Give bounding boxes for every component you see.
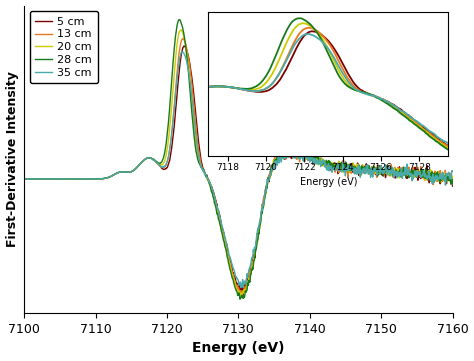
5 cm [204,175,210,179]
20 cm [186,65,191,69]
28 cm [204,175,210,179]
35 cm [70,177,76,181]
20 cm [442,173,447,177]
5 cm [186,55,191,59]
20 cm [96,177,101,181]
Line: 20 cm: 20 cm [24,30,453,296]
13 cm [395,172,401,176]
5 cm [21,177,27,181]
28 cm [186,71,191,75]
20 cm [178,28,184,32]
13 cm [239,291,245,296]
35 cm [395,174,401,179]
35 cm [180,50,185,54]
X-axis label: Energy (eV): Energy (eV) [192,342,284,356]
13 cm [180,36,185,41]
28 cm [21,177,27,181]
35 cm [450,169,456,174]
35 cm [96,177,101,181]
Line: 5 cm: 5 cm [24,46,453,295]
35 cm [204,175,210,180]
20 cm [204,175,210,180]
13 cm [204,174,210,178]
Line: 13 cm: 13 cm [24,39,453,293]
20 cm [70,177,76,181]
28 cm [237,297,243,301]
28 cm [96,177,101,181]
20 cm [395,174,401,178]
35 cm [21,177,27,181]
35 cm [240,286,246,290]
28 cm [70,177,76,181]
5 cm [70,177,76,181]
28 cm [176,17,182,22]
13 cm [70,177,76,181]
5 cm [450,184,456,188]
5 cm [442,175,447,180]
35 cm [442,179,447,183]
35 cm [186,69,191,73]
13 cm [21,177,27,181]
28 cm [442,174,447,178]
20 cm [450,174,456,179]
20 cm [238,294,244,298]
5 cm [181,44,187,48]
Y-axis label: First-Derivative Intensity: First-Derivative Intensity [6,71,18,247]
13 cm [450,182,456,186]
5 cm [395,171,401,175]
Legend: 5 cm, 13 cm, 20 cm, 28 cm, 35 cm: 5 cm, 13 cm, 20 cm, 28 cm, 35 cm [30,11,98,83]
5 cm [240,293,246,297]
28 cm [395,172,401,176]
28 cm [450,182,456,186]
5 cm [96,177,101,181]
13 cm [186,56,191,60]
13 cm [442,174,447,179]
Line: 28 cm: 28 cm [24,19,453,299]
20 cm [21,177,27,181]
13 cm [96,177,101,181]
Line: 35 cm: 35 cm [24,52,453,288]
